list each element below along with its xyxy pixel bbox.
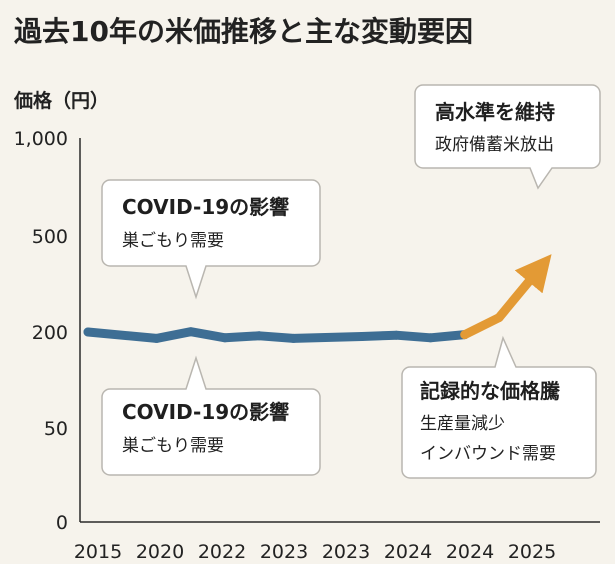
- x-tick-label: 2025: [508, 541, 556, 563]
- data-point: [494, 313, 504, 323]
- y-tick-label: 200: [32, 322, 68, 344]
- x-tick-label: 2015: [74, 541, 122, 563]
- y-tick-label: 500: [32, 226, 68, 248]
- y-tick-label: 50: [44, 418, 68, 440]
- y-tick-label: 1,000: [14, 128, 68, 150]
- x-tick-label: 2022: [198, 541, 246, 563]
- data-point: [152, 333, 161, 343]
- callout-covid-upper-title: COVID-19の影響: [122, 195, 289, 219]
- callout-covid-lower-text: 巣ごもり需要: [122, 436, 224, 456]
- x-ticks: 2015 2020 2022 2023 2023 2024 2024 2025: [74, 541, 556, 563]
- data-point: [535, 263, 545, 273]
- data-point: [186, 327, 196, 337]
- callout-covid-lower: COVID-19の影響 巣ごもり需要: [101, 355, 321, 476]
- x-tick-label: 2023: [260, 541, 308, 563]
- callout-high-level-text: 政府備蓄米放出: [435, 135, 554, 155]
- callout-covid-lower-title: COVID-19の影響: [122, 400, 289, 424]
- callout-covid-upper: COVID-19の影響 巣ごもり需要: [101, 179, 321, 300]
- data-point: [220, 333, 230, 343]
- data-point: [391, 330, 401, 340]
- x-tick-label: 2023: [322, 541, 370, 563]
- x-tick-label: 2020: [136, 541, 184, 563]
- callout-record-surge-line-2: インバウンド需要: [420, 444, 556, 464]
- data-point: [254, 331, 264, 341]
- data-point: [357, 332, 367, 341]
- x-tick-label: 2024: [446, 541, 494, 563]
- data-point: [460, 330, 470, 340]
- y-tick-label: 0: [56, 512, 68, 534]
- series-layer: [83, 254, 552, 343]
- x-tick-label: 2024: [384, 541, 432, 563]
- callout-record-surge: 記録的な価格騰 生産量減少 インバウンド需要: [401, 335, 597, 479]
- series-line-2: [460, 254, 552, 340]
- chart-title: 過去10年の米価推移と主な変動要因: [14, 15, 473, 48]
- data-point: [83, 327, 93, 337]
- callout-high-level-title: 高水準を維持: [435, 100, 555, 124]
- callout-record-surge-title: 記録的な価格騰: [420, 379, 561, 403]
- series-line-1: [83, 327, 470, 343]
- callout-high-level: 高水準を維持 政府備蓄米放出: [414, 84, 601, 190]
- y-axis-label: 価格（円）: [13, 89, 109, 112]
- data-point: [426, 333, 435, 343]
- callout-record-surge-line-1: 生産量減少: [420, 414, 505, 434]
- callout-covid-upper-text: 巣ごもり需要: [122, 231, 224, 251]
- data-point: [289, 333, 298, 343]
